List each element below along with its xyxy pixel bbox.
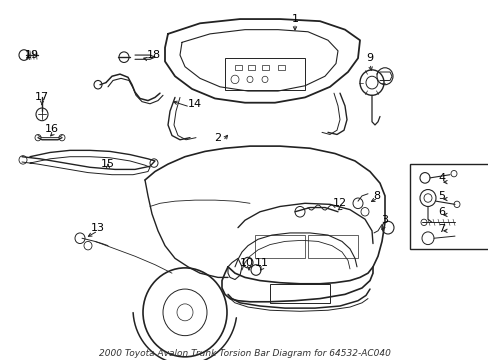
Text: 16: 16 — [45, 124, 59, 134]
Bar — [247, 64, 254, 70]
Text: 14: 14 — [187, 99, 202, 109]
Bar — [224, 58, 305, 90]
Text: 13: 13 — [91, 222, 105, 233]
Bar — [235, 64, 242, 70]
Text: 1: 1 — [291, 14, 298, 24]
Text: 11: 11 — [254, 258, 268, 267]
Text: 2000 Toyota Avalon Trunk Torsion Bar Diagram for 64532-AC040: 2000 Toyota Avalon Trunk Torsion Bar Dia… — [99, 349, 389, 358]
Text: 19: 19 — [25, 50, 39, 60]
Bar — [269, 284, 329, 303]
Text: 18: 18 — [147, 50, 161, 60]
Text: 5: 5 — [437, 191, 444, 201]
Text: 17: 17 — [35, 93, 49, 102]
Bar — [278, 64, 285, 70]
Text: 15: 15 — [101, 159, 115, 169]
Bar — [262, 64, 268, 70]
Text: 7: 7 — [437, 224, 444, 234]
Bar — [307, 235, 357, 258]
Text: 12: 12 — [332, 198, 346, 208]
Text: 9: 9 — [366, 53, 373, 63]
Text: 6: 6 — [437, 207, 444, 217]
Text: 4: 4 — [437, 173, 444, 183]
Text: 8: 8 — [372, 191, 379, 201]
Bar — [409, 164, 488, 249]
Text: 3: 3 — [381, 215, 387, 225]
Text: 2: 2 — [214, 132, 221, 143]
Bar — [254, 235, 305, 258]
Text: 10: 10 — [240, 258, 253, 267]
